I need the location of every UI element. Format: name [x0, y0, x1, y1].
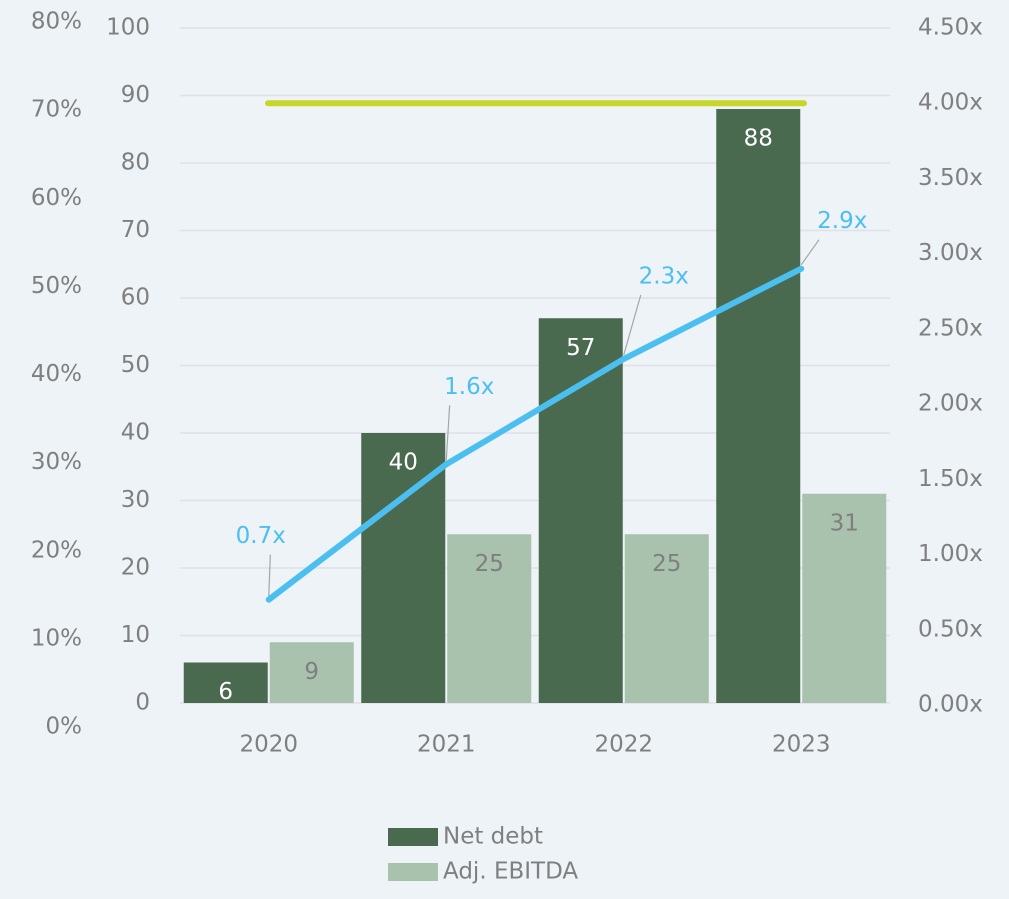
line-label: 2.9x [817, 208, 867, 234]
leader-line [445, 405, 451, 461]
leader-line [623, 294, 642, 356]
y-tick-label: 40 [121, 420, 150, 446]
line-label: 0.7x [236, 523, 286, 549]
bar-label: 6 [218, 679, 233, 705]
x-tick-label: 2022 [594, 732, 653, 758]
y-tick-label: 70 [121, 217, 150, 243]
y2-tick-label: 4.00x [918, 90, 983, 116]
bar [183, 662, 268, 703]
y3-tick-label: 10% [31, 625, 82, 651]
bar-label: 9 [304, 659, 319, 685]
legend-swatch [388, 863, 438, 881]
bar [538, 318, 623, 703]
bar-label: 88 [744, 126, 773, 152]
y2-tick-label: 2.00x [918, 391, 983, 417]
y3-tick-label: 70% [31, 97, 82, 123]
y-tick-label: 10 [121, 622, 150, 648]
leader-line [268, 554, 271, 596]
y3-tick-label: 40% [31, 361, 82, 387]
y3-tick-label: 60% [31, 185, 82, 211]
y2-tick-label: 4.50x [918, 15, 983, 41]
y2-tick-label: 3.00x [918, 240, 983, 266]
bar [447, 534, 532, 703]
leader-line [800, 239, 820, 266]
bar-label: 31 [830, 510, 859, 536]
bar [802, 493, 887, 703]
x-tick-label: 2021 [417, 732, 476, 758]
line [265, 265, 805, 603]
y2-tick-label: 0.50x [918, 616, 983, 642]
y-tick-label: 80 [121, 150, 150, 176]
y2-tick-label: 1.50x [918, 466, 983, 492]
y3-tick-label: 30% [31, 449, 82, 475]
x-tick-label: 2020 [239, 732, 298, 758]
y3-tick-label: 80% [31, 9, 82, 35]
y2-tick-label: 2.50x [918, 315, 983, 341]
legend-label: Net debt [443, 824, 543, 850]
bar-label: 25 [652, 551, 681, 577]
y2-tick-label: 3.50x [918, 165, 983, 191]
x-tick-label: 2023 [772, 732, 831, 758]
bar-label: 25 [475, 551, 504, 577]
bar [716, 109, 801, 703]
legend-swatch [388, 828, 438, 846]
bar-label: 40 [389, 450, 418, 476]
bar [624, 534, 709, 703]
y2-tick-label: 1.00x [918, 541, 983, 567]
y2-tick-label: 0.00x [918, 692, 983, 718]
y3-tick-label: 50% [31, 273, 82, 299]
y3-tick-label: 0% [46, 714, 83, 740]
y-tick-label: 0 [135, 690, 150, 716]
y-tick-label: 100 [106, 15, 150, 41]
legend-label: Adj. EBITDA [443, 859, 578, 885]
y-tick-label: 30 [121, 487, 150, 513]
bar-label: 57 [566, 335, 595, 361]
bar [269, 642, 354, 703]
y-tick-label: 60 [121, 285, 150, 311]
line-label: 2.3x [639, 263, 689, 289]
y-tick-label: 20 [121, 555, 150, 581]
y3-tick-label: 20% [31, 537, 82, 563]
y-tick-label: 90 [121, 82, 150, 108]
y-tick-label: 50 [121, 352, 150, 378]
line-label: 1.6x [444, 374, 494, 400]
